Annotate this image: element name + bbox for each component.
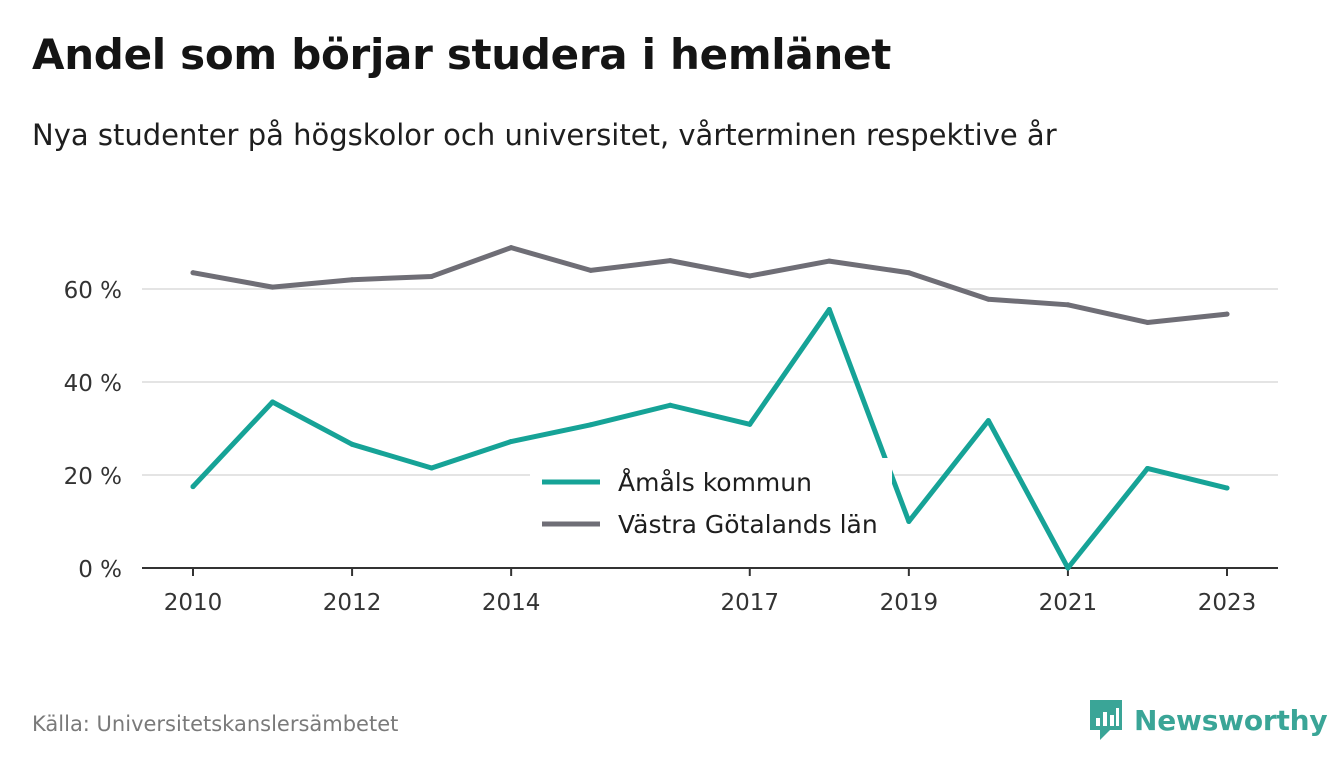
series-line-amals-kommun bbox=[190, 306, 1230, 571]
legend: Åmåls kommun Västra Götalands län bbox=[530, 458, 892, 550]
data-point bbox=[588, 267, 594, 273]
source-note: Källa: Universitetskanslersämbetet bbox=[32, 712, 399, 736]
x-tick-label: 2014 bbox=[482, 590, 541, 616]
data-point bbox=[1065, 565, 1071, 571]
data-point bbox=[190, 270, 196, 276]
legend-label: Åmåls kommun bbox=[618, 468, 812, 497]
x-tick-label: 2021 bbox=[1039, 590, 1098, 616]
legend-label: Västra Götalands län bbox=[618, 510, 878, 539]
chart-subtitle: Nya studenter på högskolor och universit… bbox=[32, 118, 1057, 152]
data-point bbox=[826, 306, 832, 312]
data-point bbox=[1144, 465, 1150, 471]
data-point bbox=[906, 519, 912, 524]
data-point bbox=[906, 270, 912, 276]
x-tick-label: 2023 bbox=[1198, 590, 1257, 616]
newsworthy-logo-icon bbox=[1090, 700, 1122, 740]
data-point bbox=[667, 258, 673, 264]
y-axis-tick-labels: 0 % 20 % 40 % 60 % bbox=[64, 278, 122, 583]
brand-name: Newsworthy bbox=[1134, 703, 1328, 737]
data-point bbox=[985, 418, 991, 424]
y-tick-label: 20 % bbox=[64, 464, 122, 490]
data-point bbox=[508, 439, 514, 445]
x-tick-label: 2012 bbox=[323, 590, 382, 616]
x-axis bbox=[142, 567, 1278, 576]
data-point bbox=[349, 441, 355, 447]
data-point bbox=[190, 484, 196, 490]
x-tick-label: 2010 bbox=[164, 590, 223, 616]
grid-lines bbox=[142, 288, 1278, 476]
data-point bbox=[508, 245, 514, 251]
data-point bbox=[747, 273, 753, 279]
chart-title: Andel som börjar studera i hemlänet bbox=[32, 30, 891, 79]
series-lines bbox=[190, 245, 1230, 571]
y-tick-label: 0 % bbox=[78, 557, 122, 583]
data-point bbox=[270, 399, 276, 405]
data-point bbox=[1224, 311, 1230, 317]
line-chart: 0 % 20 % 40 % 60 % 2010 2012 2014 2017 2019 2021… bbox=[64, 245, 1278, 616]
data-point bbox=[1065, 302, 1071, 308]
data-point bbox=[429, 273, 435, 279]
x-tick-label: 2019 bbox=[880, 590, 939, 616]
data-point bbox=[349, 277, 355, 283]
legend-background bbox=[530, 458, 892, 550]
y-tick-label: 40 % bbox=[64, 371, 122, 397]
series-line-vastra-gotalands-lan bbox=[190, 245, 1230, 325]
data-point bbox=[667, 402, 673, 408]
data-point bbox=[588, 422, 594, 428]
brand-logo: Newsworthy bbox=[1088, 698, 1328, 742]
data-point bbox=[429, 465, 435, 471]
data-point bbox=[826, 258, 832, 264]
data-point bbox=[985, 296, 991, 302]
data-point bbox=[270, 284, 276, 290]
y-tick-label: 60 % bbox=[64, 278, 122, 304]
data-point bbox=[1224, 485, 1230, 491]
data-point bbox=[747, 421, 753, 427]
x-tick-label: 2017 bbox=[720, 590, 779, 616]
x-axis-tick-labels: 2010 2012 2014 2017 2019 2021 2023 bbox=[164, 590, 1257, 616]
data-point bbox=[1144, 319, 1150, 325]
